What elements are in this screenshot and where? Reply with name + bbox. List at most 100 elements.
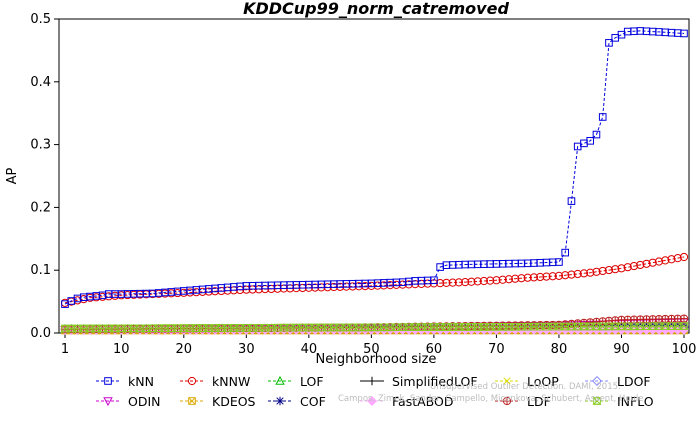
data-point-ldf [679,314,689,323]
y-tick-label: 0.3 [30,138,51,153]
legend-label-loop: LoOP [527,374,559,389]
data-point-knnw [586,268,595,277]
x-tick-label: 80 [551,342,568,357]
legend-marker-kdeos [188,397,196,405]
legend-marker-inflo [592,397,602,405]
data-point-knnw [486,276,495,285]
x-tick-label: 20 [176,342,193,357]
data-point-knnw [573,269,582,279]
legend-label-odin: ODIN [128,394,161,409]
legend-marker-simplifiedlof [367,376,377,386]
data-point-knn [567,197,576,205]
data-point-knnw [673,254,682,263]
data-point-knnw [454,278,464,287]
data-point-knnw [623,263,632,272]
data-point-knnw [667,255,676,264]
legend-item-ldof: LDOF [585,374,651,389]
data-point-knnw [636,260,645,270]
data-point-knnw [479,276,489,286]
legend-item-knnw: kNNW [180,374,250,389]
data-point-knnw [448,278,457,287]
x-tick-label: 60 [426,342,443,357]
y-tick-label: 0.0 [30,326,51,341]
data-point-knnw [604,265,614,275]
x-tick-label: 30 [238,342,255,357]
data-point-knnw [642,259,651,268]
legend-marker-lof [275,375,285,385]
legend-label-fastabod: FastABOD [392,394,454,409]
series-line-knn [64,30,685,305]
x-tick-label: 40 [301,342,318,357]
watermark-line-1: Unsupervised Outlier Detection. DAMI, 20… [430,382,621,392]
data-point-knn [580,139,588,148]
data-point-knn [598,113,607,121]
legend-item-loop: LoOP [495,374,559,389]
data-point-knnw [461,278,470,287]
y-tick-label: 0.1 [30,263,51,278]
legend-marker-ldf [502,396,512,406]
legend-label-ldof: LDOF [617,374,651,389]
data-point-knnw [679,252,689,262]
legend-item-inflo: INFLO [585,394,654,409]
plot-area: 1 10 20 30 40 50 60 70 80 90 100 0.0 0.1 0.2 0.3 0.4 0.5 [30,12,696,357]
data-point-knn [605,39,613,47]
legend-item-lof: LOF [268,374,324,389]
legend-marker-ldof [591,375,603,387]
legend-label-lof: LOF [300,374,324,389]
data-point-knnw [504,275,514,284]
x-tick-label: 10 [113,342,130,357]
y-axis-label: AP [5,167,20,184]
data-point-knnw [598,266,607,276]
legend-marker-fastabod [366,395,378,407]
data-point-knnw [648,258,657,267]
data-point-knn [430,276,438,285]
data-point-knnw [661,256,670,265]
data-point-knn [586,137,595,145]
data-point-knnw [561,271,570,280]
x-tick-label: 90 [613,342,630,357]
y-tick-label: 0.4 [30,75,51,90]
legend-label-inflo: INFLO [617,394,654,409]
x-tick-label: 100 [672,342,697,357]
legend-label-knn: kNN [128,374,154,389]
x-tick-label: 70 [488,342,505,357]
watermark-line-2: Campos, Zimek, Sander, Campello, Micenko… [338,394,644,404]
legend-marker-knnw [187,376,197,386]
legend-item-kdeos: KDEOS [180,394,256,409]
legend-item-simplifiedlof: SimplifiedLOF [360,374,478,389]
data-point-knnw [517,274,526,283]
data-point-knnw [617,264,626,273]
data-point-knnw [473,277,482,286]
data-point-knnw [523,273,532,282]
data-point-knnw [629,261,639,271]
x-axis-label: Neighborhood size [316,352,437,367]
legend-item-cof: COF [268,394,326,409]
data-point-knnw [529,273,539,282]
data-point-knnw [536,272,545,282]
data-point-knnw [511,274,520,283]
data-point-knn [680,29,688,38]
legend-label-cof: COF [300,394,326,409]
legend-marker-cof [275,396,285,406]
data-point-knnw [592,267,601,276]
x-tick-label: 1 [61,342,69,357]
data-point-knnw [498,275,507,284]
legend-marker-knn [104,377,112,385]
data-point-knnw [548,272,557,281]
data-point-knnw [467,277,476,286]
legend-item-knn: kNN [96,374,154,389]
data-point-knnw [542,272,551,281]
data-point-knnw [492,276,501,285]
data-point-knnw [654,257,664,266]
legend-marker-loop [503,377,511,385]
legend-marker-odin [103,397,113,407]
y-tick-label: 0.5 [30,12,51,27]
data-point-knnw [579,269,589,278]
series-inflo [60,322,689,333]
data-point-knnw [567,270,576,279]
data-point-inflo [679,322,689,330]
legend-label-kdeos: KDEOS [212,394,256,409]
legend-label-knnw: kNNW [212,374,250,389]
data-point-knnw [554,271,564,280]
